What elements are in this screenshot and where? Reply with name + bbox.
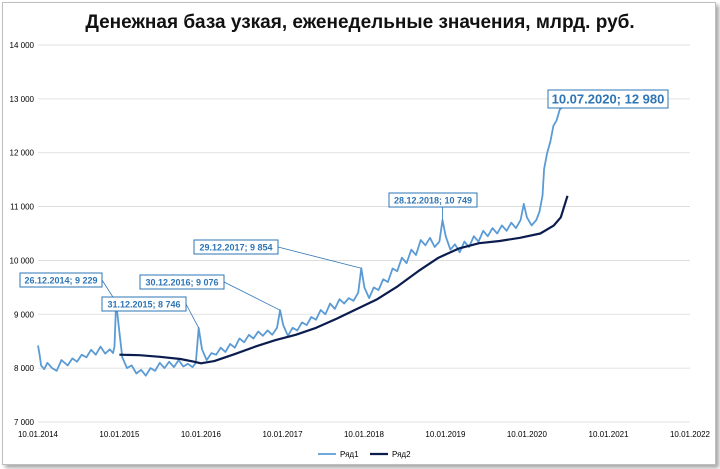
annotation-box xyxy=(19,272,103,288)
x-tick-label: 10.01.2015 xyxy=(99,430,140,439)
legend-label: Ряд1 xyxy=(340,450,359,459)
chart-frame xyxy=(2,2,716,465)
legend: Ряд1 Ряд2 xyxy=(318,450,411,459)
x-axis-ticks: 10.01.2014 10.01.2015 10.01.2016 10.01.2017… xyxy=(18,430,711,439)
annotation-leader xyxy=(277,246,362,269)
data-label-annotation: 29.12.2017; 9 854 xyxy=(193,239,362,269)
annotation-box xyxy=(547,89,669,109)
annotation-box xyxy=(388,192,478,208)
y-axis-ticks: 7 000 8 000 9 000 10 000 11 000 12 000 13 000 1… xyxy=(10,41,35,427)
annotation-box xyxy=(139,274,225,290)
x-tick-label: 10.01.2017 xyxy=(263,430,304,439)
y-tick-label: 13 000 xyxy=(10,95,35,104)
x-tick-label: 10.01.2019 xyxy=(425,430,466,439)
legend-item: Ряд1 xyxy=(318,450,359,459)
annotation-box xyxy=(193,239,279,255)
annotation-label: 26.12.2014; 9 229 xyxy=(24,275,97,285)
y-tick-label: 8 000 xyxy=(14,364,35,373)
x-tick-label: 10.01.2022 xyxy=(670,430,711,439)
legend-label: Ряд2 xyxy=(392,450,411,459)
y-tick-label: 10 000 xyxy=(10,256,35,265)
series-lines xyxy=(37,99,569,377)
y-tick-label: 12 000 xyxy=(10,149,35,158)
annotation-label: 29.12.2017; 9 854 xyxy=(199,242,272,252)
annotations: 26.12.2014; 9 229 31.12.2015; 8 746 30.12.… xyxy=(19,89,669,329)
annotation-leader xyxy=(185,303,200,329)
data-label-annotation: 28.12.2018; 10 749 xyxy=(388,192,478,221)
annotation-box xyxy=(101,296,187,312)
annotation-label: 30.12.2016; 9 076 xyxy=(145,277,218,287)
data-label-annotation: 10.07.2020; 12 980 xyxy=(547,89,669,109)
data-label-annotation: 30.12.2016; 9 076 xyxy=(139,274,281,311)
legend-item: Ряд2 xyxy=(370,450,411,459)
series-line-1 xyxy=(37,99,569,377)
annotation-label: 28.12.2018; 10 749 xyxy=(394,195,472,205)
annotation-leader xyxy=(223,281,281,311)
x-tick-label: 10.01.2021 xyxy=(589,430,630,439)
chart-title: Денежная база узкая, еженедельные значен… xyxy=(85,12,634,33)
x-tick-label: 10.01.2016 xyxy=(181,430,222,439)
data-label-annotation: 26.12.2014; 9 229 xyxy=(19,272,117,303)
annotation-label: 10.07.2020; 12 980 xyxy=(552,92,665,107)
annotation-label: 31.12.2015; 8 746 xyxy=(107,299,180,309)
series-line-2 xyxy=(119,195,569,365)
x-tick-label: 10.01.2014 xyxy=(18,430,59,439)
x-tick-label: 10.01.2018 xyxy=(344,430,385,439)
y-tick-label: 7 000 xyxy=(14,418,35,427)
y-tick-label: 11 000 xyxy=(10,203,34,212)
y-tick-label: 9 000 xyxy=(14,310,35,319)
y-tick-label: 14 000 xyxy=(10,41,35,50)
x-tick-label: 10.01.2020 xyxy=(507,430,548,439)
data-label-annotation: 31.12.2015; 8 746 xyxy=(101,296,200,329)
